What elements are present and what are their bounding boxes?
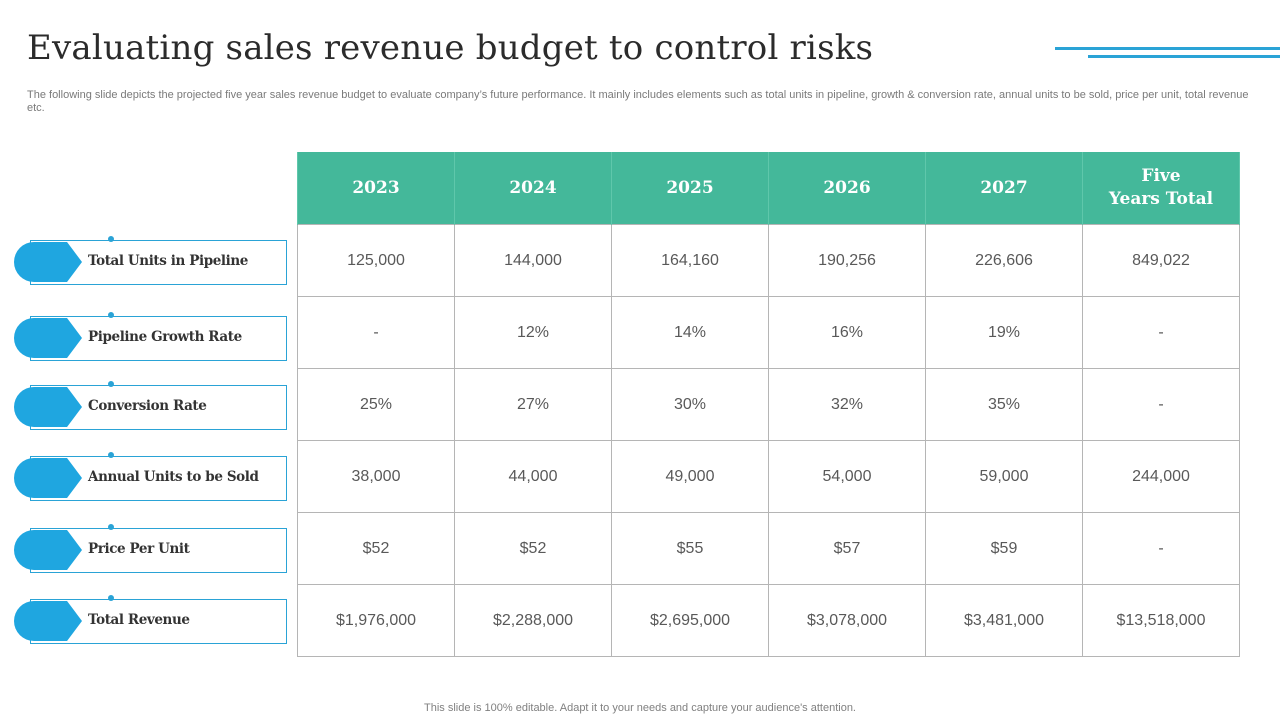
row-label-price-per-unit: Price Per Unit (14, 524, 287, 573)
tag-shape-icon (14, 387, 82, 427)
table-cell: 14% (611, 296, 769, 369)
dot-icon (108, 524, 114, 530)
tag-shape-icon (14, 458, 82, 498)
row-label-text: Total Units in Pipeline (88, 253, 248, 269)
column-header: 2027 (925, 152, 1083, 225)
table-header-row: 2023 2024 2025 2026 2027 Five Years Tota… (297, 152, 1240, 225)
tag-shape-icon (14, 318, 82, 358)
table-cell: $13,518,000 (1082, 584, 1240, 657)
table-cell: 244,000 (1082, 440, 1240, 513)
budget-table-container: 2023 2024 2025 2026 2027 Five Years Tota… (297, 152, 1240, 657)
row-label-text: Price Per Unit (88, 541, 190, 557)
row-label-text: Annual Units to be Sold (88, 469, 259, 485)
table-cell: $3,078,000 (768, 584, 926, 657)
row-label-total-revenue: Total Revenue (14, 595, 287, 644)
page-title: Evaluating sales revenue budget to contr… (27, 28, 874, 68)
table-cell: - (1082, 512, 1240, 585)
table-cell: 49,000 (611, 440, 769, 513)
table-cell: 164,160 (611, 224, 769, 297)
table-cell: 144,000 (454, 224, 612, 297)
table-cell: $52 (454, 512, 612, 585)
table-cell: 849,022 (1082, 224, 1240, 297)
table-cell: $55 (611, 512, 769, 585)
dot-icon (108, 312, 114, 318)
table-cell: 38,000 (297, 440, 455, 513)
table-cell: $59 (925, 512, 1083, 585)
dot-icon (108, 595, 114, 601)
row-label-pipeline-growth: Pipeline Growth Rate (14, 312, 287, 361)
table-row: 125,000 144,000 164,160 190,256 226,606 … (297, 224, 1240, 297)
row-label-conversion-rate: Conversion Rate (14, 381, 287, 430)
decorative-line (1055, 47, 1280, 50)
table-row: 38,000 44,000 49,000 54,000 59,000 244,0… (297, 440, 1240, 513)
table-cell: 125,000 (297, 224, 455, 297)
budget-table: 2023 2024 2025 2026 2027 Five Years Tota… (297, 152, 1240, 657)
row-label-text: Pipeline Growth Rate (88, 329, 242, 345)
table-cell: $57 (768, 512, 926, 585)
column-header: 2024 (454, 152, 612, 225)
column-header: 2026 (768, 152, 926, 225)
table-cell: $2,695,000 (611, 584, 769, 657)
table-cell: 226,606 (925, 224, 1083, 297)
table-cell: - (1082, 368, 1240, 441)
page-description: The following slide depicts the projecte… (27, 89, 1249, 114)
row-label-annual-units: Annual Units to be Sold (14, 452, 287, 501)
footer-note: This slide is 100% editable. Adapt it to… (424, 702, 856, 714)
column-header: Five Years Total (1082, 152, 1240, 225)
dot-icon (108, 452, 114, 458)
dot-icon (108, 236, 114, 242)
table-cell: 19% (925, 296, 1083, 369)
table-cell: - (297, 296, 455, 369)
table-cell: 30% (611, 368, 769, 441)
table-cell: 12% (454, 296, 612, 369)
table-cell: $52 (297, 512, 455, 585)
tag-shape-icon (14, 530, 82, 570)
table-cell: 190,256 (768, 224, 926, 297)
table-cell: 54,000 (768, 440, 926, 513)
table-cell: $3,481,000 (925, 584, 1083, 657)
tag-shape-icon (14, 601, 82, 641)
table-row: $52 $52 $55 $57 $59 - (297, 512, 1240, 585)
table-cell: 35% (925, 368, 1083, 441)
table-cell: 44,000 (454, 440, 612, 513)
decorative-line (1088, 55, 1280, 58)
table-cell: - (1082, 296, 1240, 369)
table-cell: 59,000 (925, 440, 1083, 513)
table-cell: 32% (768, 368, 926, 441)
table-cell: $2,288,000 (454, 584, 612, 657)
table-row: - 12% 14% 16% 19% - (297, 296, 1240, 369)
table-cell: $1,976,000 (297, 584, 455, 657)
table-cell: 27% (454, 368, 612, 441)
table-row: 25% 27% 30% 32% 35% - (297, 368, 1240, 441)
row-label-text: Conversion Rate (88, 398, 207, 414)
column-header: 2023 (297, 152, 455, 225)
table-cell: 25% (297, 368, 455, 441)
row-label-total-units: Total Units in Pipeline (14, 236, 287, 285)
table-row: $1,976,000 $2,288,000 $2,695,000 $3,078,… (297, 584, 1240, 657)
row-label-text: Total Revenue (88, 612, 190, 628)
table-cell: 16% (768, 296, 926, 369)
tag-shape-icon (14, 242, 82, 282)
dot-icon (108, 381, 114, 387)
column-header: 2025 (611, 152, 769, 225)
